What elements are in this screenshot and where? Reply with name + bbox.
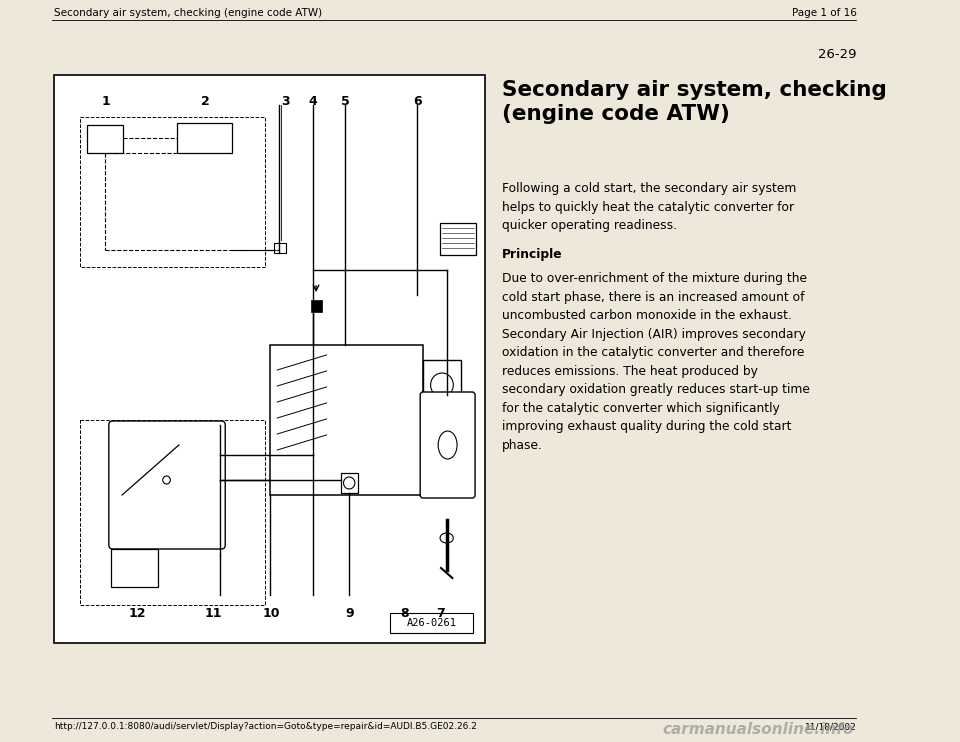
Text: 1: 1 bbox=[102, 95, 110, 108]
Bar bbox=[270, 345, 423, 495]
Bar bbox=[54, 75, 485, 643]
Text: Secondary air system, checking
(engine code ATW): Secondary air system, checking (engine c… bbox=[501, 80, 886, 124]
Text: 3: 3 bbox=[281, 95, 290, 108]
Text: 2: 2 bbox=[201, 95, 209, 108]
Bar bbox=[275, 243, 286, 253]
Text: 11: 11 bbox=[204, 607, 222, 620]
Text: Following a cold start, the secondary air system
helps to quickly heat the catal: Following a cold start, the secondary ai… bbox=[501, 182, 796, 232]
Bar bbox=[110, 549, 158, 587]
Bar bbox=[87, 125, 123, 153]
Text: 7: 7 bbox=[436, 607, 444, 620]
Text: Page 1 of 16: Page 1 of 16 bbox=[792, 8, 856, 18]
Bar bbox=[341, 473, 358, 493]
Text: 6: 6 bbox=[413, 95, 421, 108]
Bar bbox=[81, 117, 265, 267]
Text: Principle: Principle bbox=[501, 248, 563, 261]
Text: Secondary air system, checking (engine code ATW): Secondary air system, checking (engine c… bbox=[54, 8, 322, 18]
FancyBboxPatch shape bbox=[108, 421, 226, 549]
Text: Due to over-enrichment of the mixture during the
cold start phase, there is an i: Due to over-enrichment of the mixture du… bbox=[501, 272, 809, 451]
Text: carmanualsonline.info: carmanualsonline.info bbox=[662, 722, 853, 737]
Text: A26-0261: A26-0261 bbox=[406, 618, 457, 628]
Ellipse shape bbox=[438, 431, 457, 459]
Text: 11/18/2002: 11/18/2002 bbox=[804, 722, 856, 731]
Bar bbox=[81, 420, 265, 605]
Text: 12: 12 bbox=[129, 607, 146, 620]
Text: 9: 9 bbox=[345, 607, 353, 620]
Text: 8: 8 bbox=[399, 607, 408, 620]
Text: 5: 5 bbox=[341, 95, 349, 108]
FancyBboxPatch shape bbox=[420, 392, 475, 498]
Bar bbox=[311, 300, 322, 312]
Text: 4: 4 bbox=[309, 95, 318, 108]
Bar bbox=[390, 613, 473, 633]
Text: 10: 10 bbox=[263, 607, 280, 620]
Text: 26-29: 26-29 bbox=[818, 48, 856, 61]
Circle shape bbox=[163, 476, 170, 484]
Bar bbox=[423, 360, 461, 470]
Bar bbox=[177, 123, 232, 153]
Circle shape bbox=[431, 373, 453, 397]
Text: http://127.0.0.1:8080/audi/servlet/Display?action=Goto&type=repair&id=AUDI.B5.GE: http://127.0.0.1:8080/audi/servlet/Displ… bbox=[54, 722, 477, 731]
Ellipse shape bbox=[440, 533, 453, 543]
Bar bbox=[440, 223, 476, 255]
Circle shape bbox=[344, 477, 355, 489]
